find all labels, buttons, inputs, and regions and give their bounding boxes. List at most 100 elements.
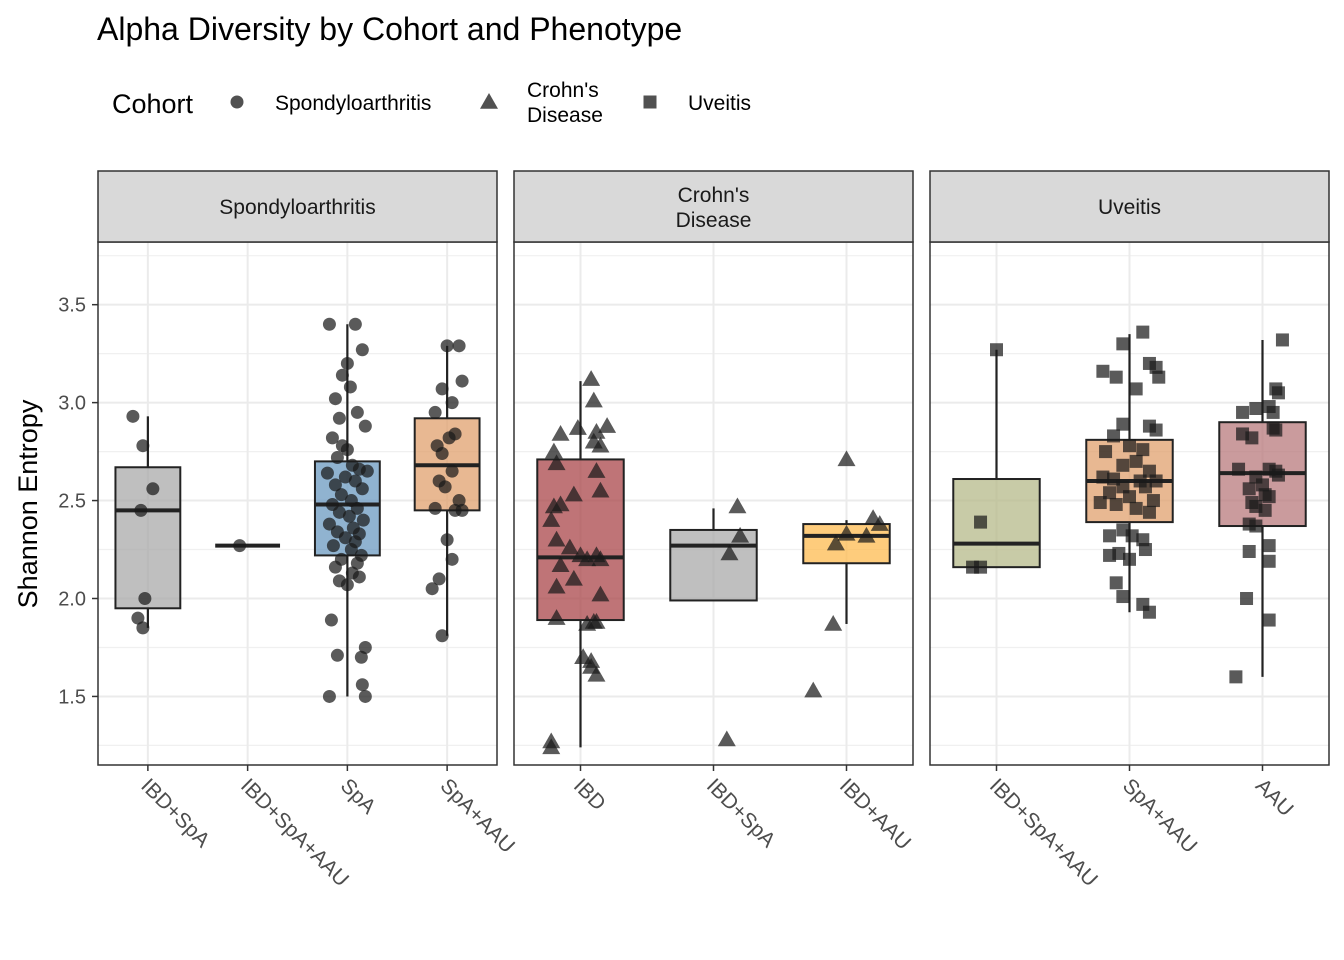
y-tick-label: 1.5 xyxy=(58,686,86,708)
data-point xyxy=(1262,490,1276,504)
data-point xyxy=(1096,470,1110,484)
data-point xyxy=(587,665,606,682)
legend-item-label-line: Spondyloarthritis xyxy=(275,92,431,115)
data-point xyxy=(332,505,346,519)
box-group: IBD+SpA+AAU xyxy=(215,539,353,891)
data-point xyxy=(136,439,150,453)
strip-label-line: Crohn's xyxy=(678,184,750,207)
data-point xyxy=(445,552,459,566)
legend-item-label-line: Uveitis xyxy=(688,92,751,115)
data-point xyxy=(551,424,570,441)
data-point xyxy=(440,339,454,353)
data-point xyxy=(136,621,150,635)
data-point xyxy=(428,405,442,419)
x-tick-label: SpA+AAU xyxy=(1118,774,1202,858)
data-point xyxy=(320,466,334,480)
data-point xyxy=(1245,431,1259,445)
data-point xyxy=(1103,486,1117,500)
data-point xyxy=(1125,529,1139,543)
legend-square-icon xyxy=(643,95,657,109)
strip-label: Crohn's Disease xyxy=(676,184,752,232)
data-point xyxy=(990,343,1003,357)
data-point xyxy=(824,614,843,631)
data-point xyxy=(720,544,739,561)
data-point xyxy=(564,569,583,586)
data-point xyxy=(435,447,449,461)
data-point xyxy=(551,495,570,512)
data-point xyxy=(591,585,610,602)
data-point xyxy=(325,431,339,445)
data-point xyxy=(1269,464,1283,478)
box-group: SpA xyxy=(313,317,381,819)
data-point xyxy=(591,550,610,567)
box xyxy=(536,458,625,622)
data-point xyxy=(804,681,823,698)
data-point xyxy=(338,470,352,484)
data-point xyxy=(728,497,747,514)
data-point xyxy=(445,396,459,410)
data-point xyxy=(358,419,372,433)
data-point xyxy=(1096,364,1110,378)
data-point xyxy=(425,582,439,596)
x-tick-label: IBD xyxy=(569,774,610,815)
data-point xyxy=(442,431,456,445)
x-tick-label: IBD+SpA xyxy=(136,774,214,852)
legend-triangle-icon xyxy=(480,93,498,109)
data-point xyxy=(322,317,336,331)
data-point xyxy=(352,570,366,584)
data-point xyxy=(1258,503,1272,517)
data-point xyxy=(1242,482,1256,496)
data-point xyxy=(1149,423,1163,437)
data-point xyxy=(837,450,856,467)
data-point xyxy=(428,501,442,515)
legend-item-label-line: Disease xyxy=(527,104,603,127)
data-point xyxy=(340,578,354,592)
panel-2: IBD+SpA+AAU SpA+AAU AAU Uveitis xyxy=(929,170,1330,891)
data-point xyxy=(547,609,566,625)
x-tick-label: IBD+AAU xyxy=(835,774,915,854)
data-point xyxy=(1129,501,1143,515)
data-point xyxy=(1266,405,1280,419)
data-point xyxy=(578,550,597,567)
data-point xyxy=(354,650,368,664)
y-tick-label: 2.5 xyxy=(58,491,86,513)
data-point xyxy=(1271,386,1285,400)
data-point xyxy=(1103,548,1117,562)
data-point xyxy=(448,503,462,517)
data-point xyxy=(1116,337,1130,351)
data-point xyxy=(350,556,364,570)
x-tick-label: AAU xyxy=(1251,774,1298,821)
legend: Cohort Spondyloarthritis Crohn's Disease Uv… xyxy=(112,79,751,127)
data-point xyxy=(1116,590,1130,604)
x-tick-label: SpA+AAU xyxy=(436,774,520,858)
data-point xyxy=(324,613,338,627)
legend-circle-icon xyxy=(230,95,244,109)
legend-title: Cohort xyxy=(112,89,194,119)
x-tick-label: SpA xyxy=(336,774,380,818)
data-point xyxy=(358,640,372,654)
box xyxy=(952,478,1041,569)
data-point xyxy=(1136,443,1150,457)
data-point xyxy=(445,464,459,478)
data-point xyxy=(358,689,372,703)
data-point xyxy=(1142,505,1156,519)
data-point xyxy=(1099,445,1113,459)
data-point xyxy=(343,380,357,394)
data-point xyxy=(1136,533,1150,547)
data-point xyxy=(564,485,583,502)
data-point xyxy=(1149,360,1163,374)
data-point xyxy=(1232,462,1246,476)
chart-title: Alpha Diversity by Cohort and Phenotype xyxy=(97,11,682,47)
data-point xyxy=(584,432,603,449)
data-point xyxy=(568,419,587,435)
data-point xyxy=(1236,405,1250,419)
data-point xyxy=(1123,439,1136,453)
data-point xyxy=(356,513,370,527)
data-point xyxy=(1138,480,1152,494)
data-point xyxy=(1262,554,1276,568)
data-point xyxy=(1136,325,1150,339)
data-point xyxy=(591,481,610,498)
data-point xyxy=(340,356,354,370)
data-point xyxy=(544,442,563,459)
data-point xyxy=(138,592,152,606)
